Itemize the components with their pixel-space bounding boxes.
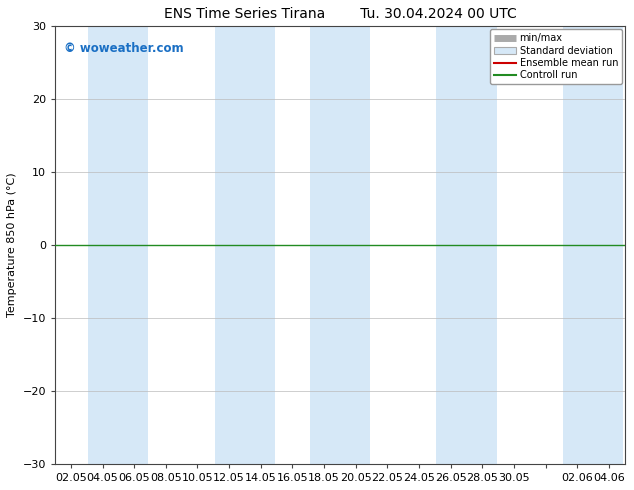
Bar — [310, 26, 370, 464]
Legend: min/max, Standard deviation, Ensemble mean run, Controll run: min/max, Standard deviation, Ensemble me… — [490, 29, 622, 84]
Bar — [215, 26, 275, 464]
Y-axis label: Temperature 850 hPa (°C): Temperature 850 hPa (°C) — [7, 173, 17, 318]
Bar — [436, 26, 496, 464]
Title: ENS Time Series Tirana        Tu. 30.04.2024 00 UTC: ENS Time Series Tirana Tu. 30.04.2024 00… — [164, 7, 516, 21]
Text: © woweather.com: © woweather.com — [63, 42, 183, 54]
Bar — [563, 26, 623, 464]
Bar — [88, 26, 148, 464]
